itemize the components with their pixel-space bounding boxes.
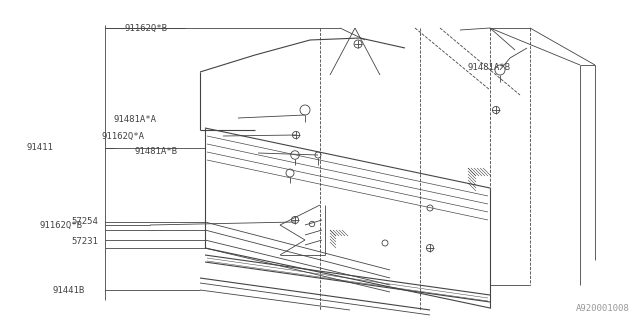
Text: 91411: 91411 (27, 143, 54, 152)
Text: 91441B: 91441B (52, 286, 84, 295)
Text: 57231: 57231 (72, 237, 99, 246)
Text: 91162Q*B: 91162Q*B (40, 220, 83, 229)
Text: 91481A*B: 91481A*B (134, 148, 177, 156)
Text: A920001008: A920001008 (576, 304, 630, 313)
Text: 91162Q*A: 91162Q*A (101, 132, 144, 140)
Text: 57254: 57254 (72, 217, 99, 226)
Text: 91481A*A: 91481A*A (114, 115, 157, 124)
Text: 91481A*B: 91481A*B (467, 63, 510, 72)
Text: 91162Q*B: 91162Q*B (125, 24, 168, 33)
